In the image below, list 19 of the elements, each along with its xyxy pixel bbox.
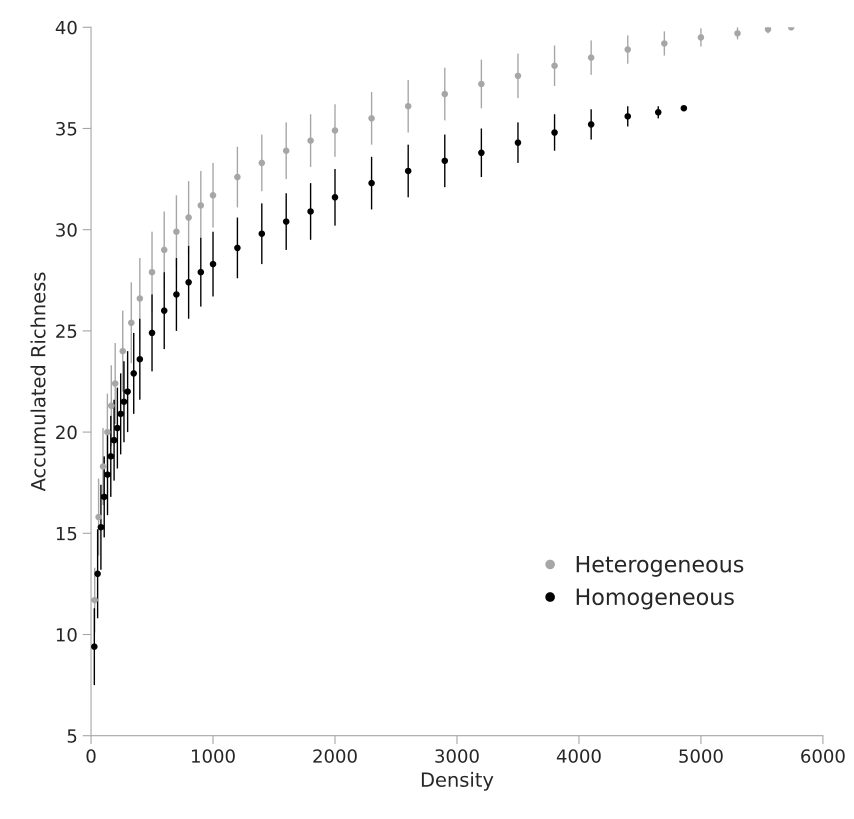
- x-axis-title: Density: [422, 772, 494, 791]
- y-tick-label: 20: [56, 426, 77, 440]
- x-tick-label: 5000: [679, 749, 723, 763]
- y-tick-label: 5: [68, 729, 76, 743]
- x-tick-label: 2000: [313, 749, 357, 763]
- y-tick-label: 30: [56, 223, 77, 237]
- x-tick-label: 6000: [801, 749, 845, 763]
- x-tick-label: 1000: [192, 749, 235, 763]
- y-tick-label: 35: [56, 122, 76, 136]
- y-tick-label: 40: [56, 20, 77, 34]
- legend-label: Homogeneous: [576, 588, 734, 610]
- x-tick-label: 3000: [435, 749, 479, 763]
- x-tick-label: 0: [86, 749, 96, 763]
- y-axis-title: Accumulated Richness: [30, 272, 46, 492]
- legend-label: Heterogeneous: [576, 556, 744, 577]
- x-tick-label: 4000: [556, 749, 601, 763]
- y-tick-label: 10: [56, 628, 77, 642]
- y-tick-label: 25: [56, 324, 76, 338]
- y-tick-label: 15: [56, 526, 76, 540]
